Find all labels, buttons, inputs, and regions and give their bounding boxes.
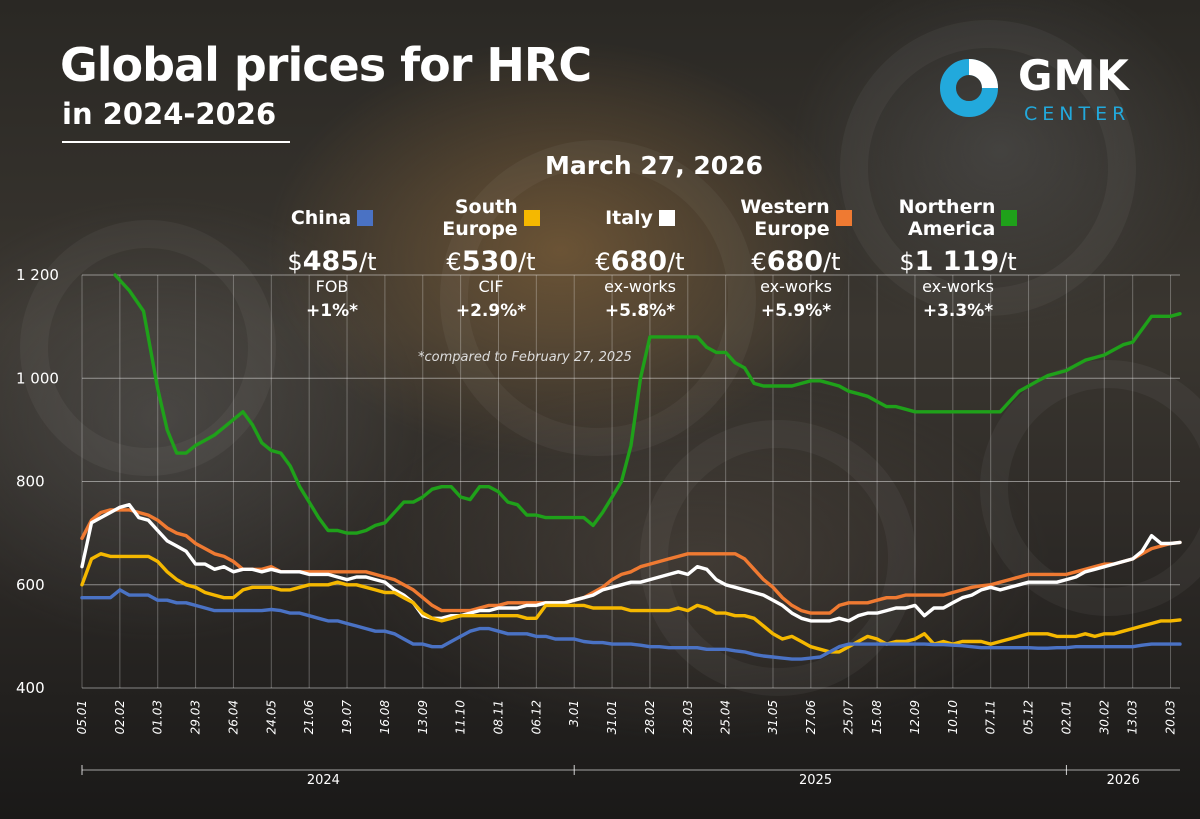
x-tick-label: 07.11	[984, 700, 998, 734]
x-tick-label: 26.04	[226, 700, 240, 734]
legend-unit: /t	[359, 248, 377, 276]
x-tick-label: 02.02	[113, 700, 127, 734]
legend-basis: ex-works	[760, 277, 832, 296]
legend-name-line2: America	[908, 218, 996, 240]
x-tick-label: 25.07	[842, 700, 856, 735]
legend-basis: FOB	[315, 277, 349, 296]
x-tick-label: 13.03	[1126, 700, 1140, 734]
x-tick-label: 3.01	[567, 700, 581, 727]
x-tick-label: 02.01	[1059, 700, 1073, 734]
title-underline	[62, 141, 290, 143]
legend-price: 1 119	[914, 246, 1000, 277]
legend-currency: €	[446, 248, 462, 276]
x-tick-label: 05.12	[1022, 700, 1036, 734]
legend-unit: /t	[667, 248, 685, 276]
logo-sub-text: CENTER	[1024, 103, 1131, 125]
x-tick-label: 15.08	[870, 700, 884, 735]
legend-currency: €	[751, 248, 767, 276]
x-tick-label: 13.09	[416, 700, 430, 734]
legend-south-europe: South Europe €530/t CIF +2.9%*	[421, 196, 561, 322]
legend-change: +1%*	[306, 301, 358, 321]
series-line-china	[80, 588, 1182, 661]
chart-title: Global prices for HRC	[60, 38, 592, 92]
x-tick-label: 27.06	[804, 700, 818, 735]
legend-name-line1: South	[454, 196, 518, 218]
legend-change: +2.9%*	[455, 301, 527, 321]
series-line-italy	[80, 503, 1182, 623]
x-tick-label: 19.07	[340, 700, 354, 735]
x-tick-label: 16.08	[378, 700, 392, 735]
legend-china: China $485/t FOB +1%*	[262, 196, 402, 322]
x-tick-label: 31.01	[605, 700, 619, 734]
x-tick-label: 08.11	[491, 700, 505, 734]
x-tick-label: 24.05	[264, 700, 278, 734]
x-tick-label: 01.03	[151, 700, 165, 734]
x-tick-label: 11.10	[454, 700, 468, 735]
x-tick-label: 29.03	[189, 700, 203, 734]
x-tick-label: 10.10	[946, 700, 960, 735]
y-tick-label: 800	[16, 473, 45, 491]
x-tick-label: 20.03	[1164, 700, 1178, 734]
legend-italy: Italy €680/t ex-works +5.8%*	[570, 196, 710, 322]
legend-name-line1: Northern	[898, 196, 996, 218]
year-label: 2026	[1107, 773, 1140, 788]
legend-name: Italy	[605, 207, 653, 229]
legend-price: 485	[302, 246, 360, 277]
x-tick-label: 05.01	[75, 700, 89, 734]
y-tick-label: 1 200	[16, 266, 59, 284]
legend-swatch	[658, 210, 675, 226]
legend-price: 680	[610, 246, 668, 277]
legend-northern-america: Northern America $1 119/t ex-works +3.3%*	[888, 196, 1028, 322]
legend-swatch	[523, 210, 540, 226]
logo-brand-text: GMK	[1018, 51, 1130, 100]
x-tick-label: 28.02	[643, 700, 657, 734]
year-label: 2024	[307, 773, 340, 788]
legend-price: 530	[461, 246, 519, 277]
x-tick-label: 30.02	[1097, 700, 1111, 734]
legend-swatch	[1001, 210, 1018, 226]
x-tick-label: 21.06	[302, 700, 316, 735]
footnote: *compared to February 27, 2025	[418, 350, 632, 365]
x-tick-label: 12.09	[908, 700, 922, 734]
legend-change: +3.3%*	[922, 301, 994, 321]
x-tick-label: 31.05	[766, 700, 780, 734]
legend-name-line1: Western	[740, 196, 830, 218]
chart-subtitle: in 2024-2026	[62, 97, 277, 131]
legend-name-line2: Europe	[442, 218, 518, 240]
legend-name-line2: Europe	[754, 218, 830, 240]
legend-unit: /t	[518, 248, 536, 276]
legend-swatch	[835, 210, 852, 226]
series-line-northern-america	[113, 273, 1182, 535]
legend-change: +5.9%*	[760, 301, 832, 321]
legend-basis: ex-works	[922, 277, 994, 296]
legend-basis: ex-works	[604, 277, 676, 296]
x-tick-label: 06.12	[529, 700, 543, 734]
logo-ring-icon	[940, 59, 998, 117]
x-tick-label: 28.03	[681, 700, 695, 734]
legend-currency: $	[287, 248, 303, 276]
legend-change: +5.8%*	[604, 301, 676, 321]
legend-currency: $	[899, 248, 915, 276]
y-tick-label: 600	[16, 576, 45, 594]
series-line-western-europe	[80, 508, 1182, 615]
legend-price: 680	[766, 246, 824, 277]
y-tick-label: 400	[16, 679, 45, 697]
y-tick-label: 1 000	[16, 369, 59, 387]
legend-name: China	[290, 207, 352, 229]
legend-basis: CIF	[478, 277, 504, 296]
legend-unit: /t	[823, 248, 841, 276]
legend-unit: /t	[999, 248, 1017, 276]
x-tick-label: 25.04	[719, 700, 733, 734]
legend-swatch	[357, 210, 374, 226]
year-label: 2025	[799, 773, 832, 788]
legend-western-europe: Western Europe €680/t ex-works +5.9%*	[726, 196, 866, 322]
report-date: March 27, 2026	[545, 151, 763, 180]
series-line-south-europe	[80, 552, 1182, 654]
legend-currency: €	[595, 248, 611, 276]
